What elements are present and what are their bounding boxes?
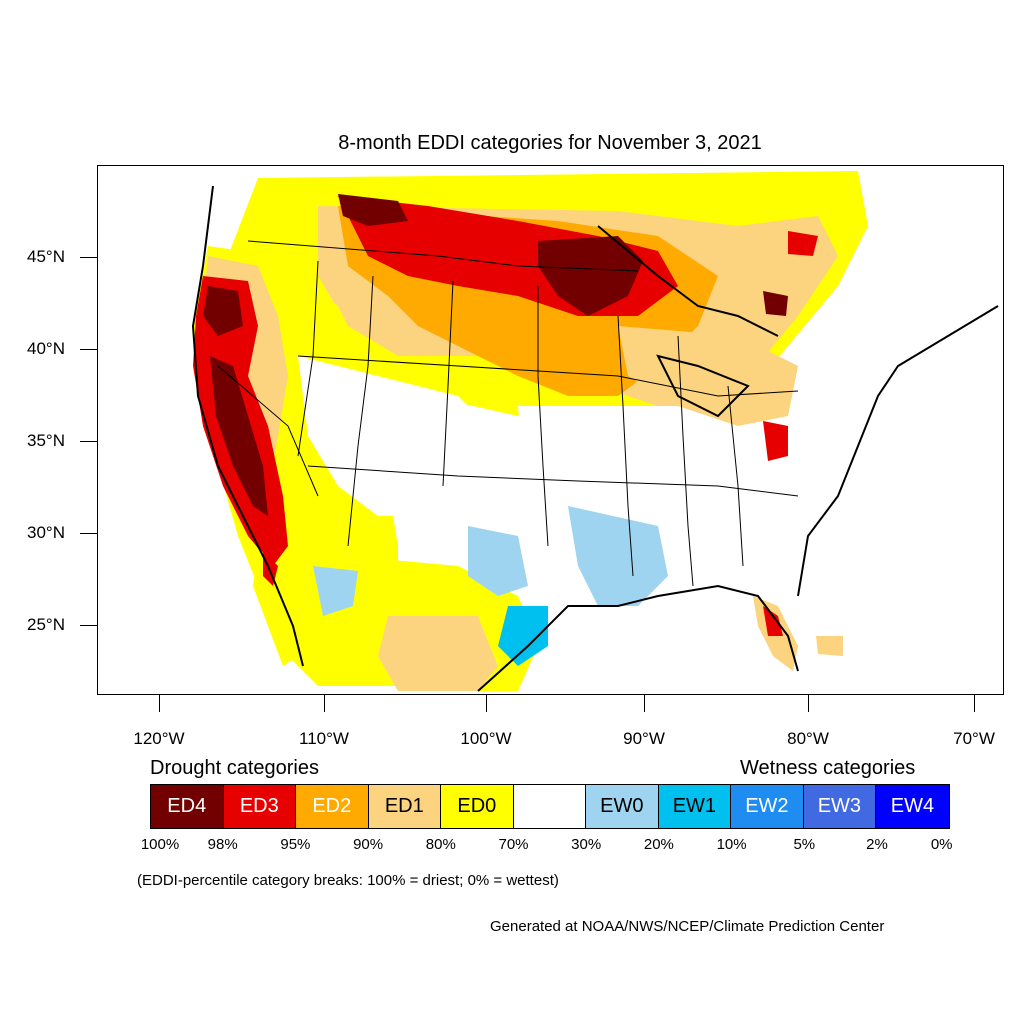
legend-box-ew4: EW4: [876, 785, 949, 828]
legend-box-ew3: EW3: [803, 785, 877, 828]
category-note: (EDDI-percentile category breaks: 100% =…: [137, 872, 559, 889]
percentile-break-label: 10%: [716, 836, 747, 853]
percentile-break-label: 90%: [353, 836, 384, 853]
legend-box-ed0: ED0: [441, 785, 514, 828]
lat-tick: [80, 625, 97, 626]
percentile-break-label: 98%: [207, 836, 238, 853]
drought-fields: [193, 171, 868, 691]
eddi-map: [97, 165, 1004, 695]
ed3-region-quebec: [788, 231, 818, 256]
legend-box-ed4: ED4: [151, 785, 224, 828]
ew1-region-coast: [498, 606, 548, 666]
lon-label-80w: 80°W: [787, 729, 829, 748]
legend-box-normal: [513, 785, 587, 828]
lon-label-110w: 110°W: [299, 729, 349, 748]
lon-tick: [159, 695, 160, 712]
legend-box-ew1: EW1: [658, 785, 732, 828]
lon-tick: [808, 695, 809, 712]
legend-box-ew0: EW0: [586, 785, 659, 828]
lat-label-40: 40°N: [27, 339, 65, 358]
ed3-region-baja: [263, 551, 278, 586]
ed4-region-oregon: [203, 286, 243, 336]
lon-label-120w: 120°W: [133, 729, 185, 748]
lon-tick: [486, 695, 487, 712]
map-title: 8-month EDDI categories for November 3, …: [338, 132, 762, 154]
ed4-region-california: [210, 356, 268, 516]
lat-tick: [80, 441, 97, 442]
lat-tick: [80, 257, 97, 258]
percentile-break-label: 20%: [643, 836, 674, 853]
lon-label-70w: 70°W: [953, 729, 995, 748]
lon-label-100w: 100°W: [460, 729, 512, 748]
legend-box-ew2: EW2: [731, 785, 804, 828]
ed1-region-greatlakes: [618, 326, 798, 426]
ed4-region-ontario: [763, 291, 788, 316]
lon-tick: [324, 695, 325, 712]
legend-box-ed2: ED2: [296, 785, 369, 828]
ed4-region-montana: [338, 194, 408, 226]
percentile-break-label: 30%: [571, 836, 602, 853]
lat-label-30: 30°N: [27, 523, 65, 542]
lat-label-25: 25°N: [27, 615, 65, 634]
eddi-map-canvas: [191, 171, 999, 692]
credit-line: Generated at NOAA/NWS/NCEP/Climate Predi…: [490, 918, 885, 935]
legend-box-ed1: ED1: [368, 785, 442, 828]
ew0-region-gulf: [568, 506, 668, 606]
percentile-break-label: 70%: [498, 836, 529, 853]
lon-tick: [644, 695, 645, 712]
percentile-break-label: 100%: [140, 836, 180, 853]
ed4-region-minnesota: [538, 236, 643, 316]
lat-tick: [80, 349, 97, 350]
percentile-break-label: 0%: [930, 836, 953, 853]
legend-box-ed3: ED3: [223, 785, 297, 828]
ed1-region-bahamas: [816, 636, 843, 656]
ew0-region-mexico: [313, 566, 358, 616]
ed3-region-virginia: [763, 421, 788, 461]
legend-bar: ED4 ED3 ED2 ED1 ED0 EW0 EW1 EW2 EW3 EW4: [150, 784, 950, 829]
lon-tick: [974, 695, 975, 712]
ed1-region-texas: [378, 616, 498, 691]
lon-label-90w: 90°W: [623, 729, 665, 748]
ew0-region-texas: [468, 526, 528, 596]
coastline: [191, 185, 999, 692]
ed3-region-florida: [763, 606, 783, 636]
percentile-break-label: 2%: [866, 836, 888, 853]
state-boundaries: [217, 240, 799, 587]
percentile-break-label: 5%: [793, 836, 816, 853]
lat-label-35: 35°N: [27, 431, 65, 450]
drought-heading: Drought categories: [150, 757, 319, 779]
lat-label-45: 45°N: [27, 247, 65, 266]
wetness-heading: Wetness categories: [740, 757, 916, 779]
percentile-break-label: 80%: [425, 836, 456, 853]
lat-tick: [80, 533, 97, 534]
percentile-break-label: 95%: [280, 836, 311, 853]
